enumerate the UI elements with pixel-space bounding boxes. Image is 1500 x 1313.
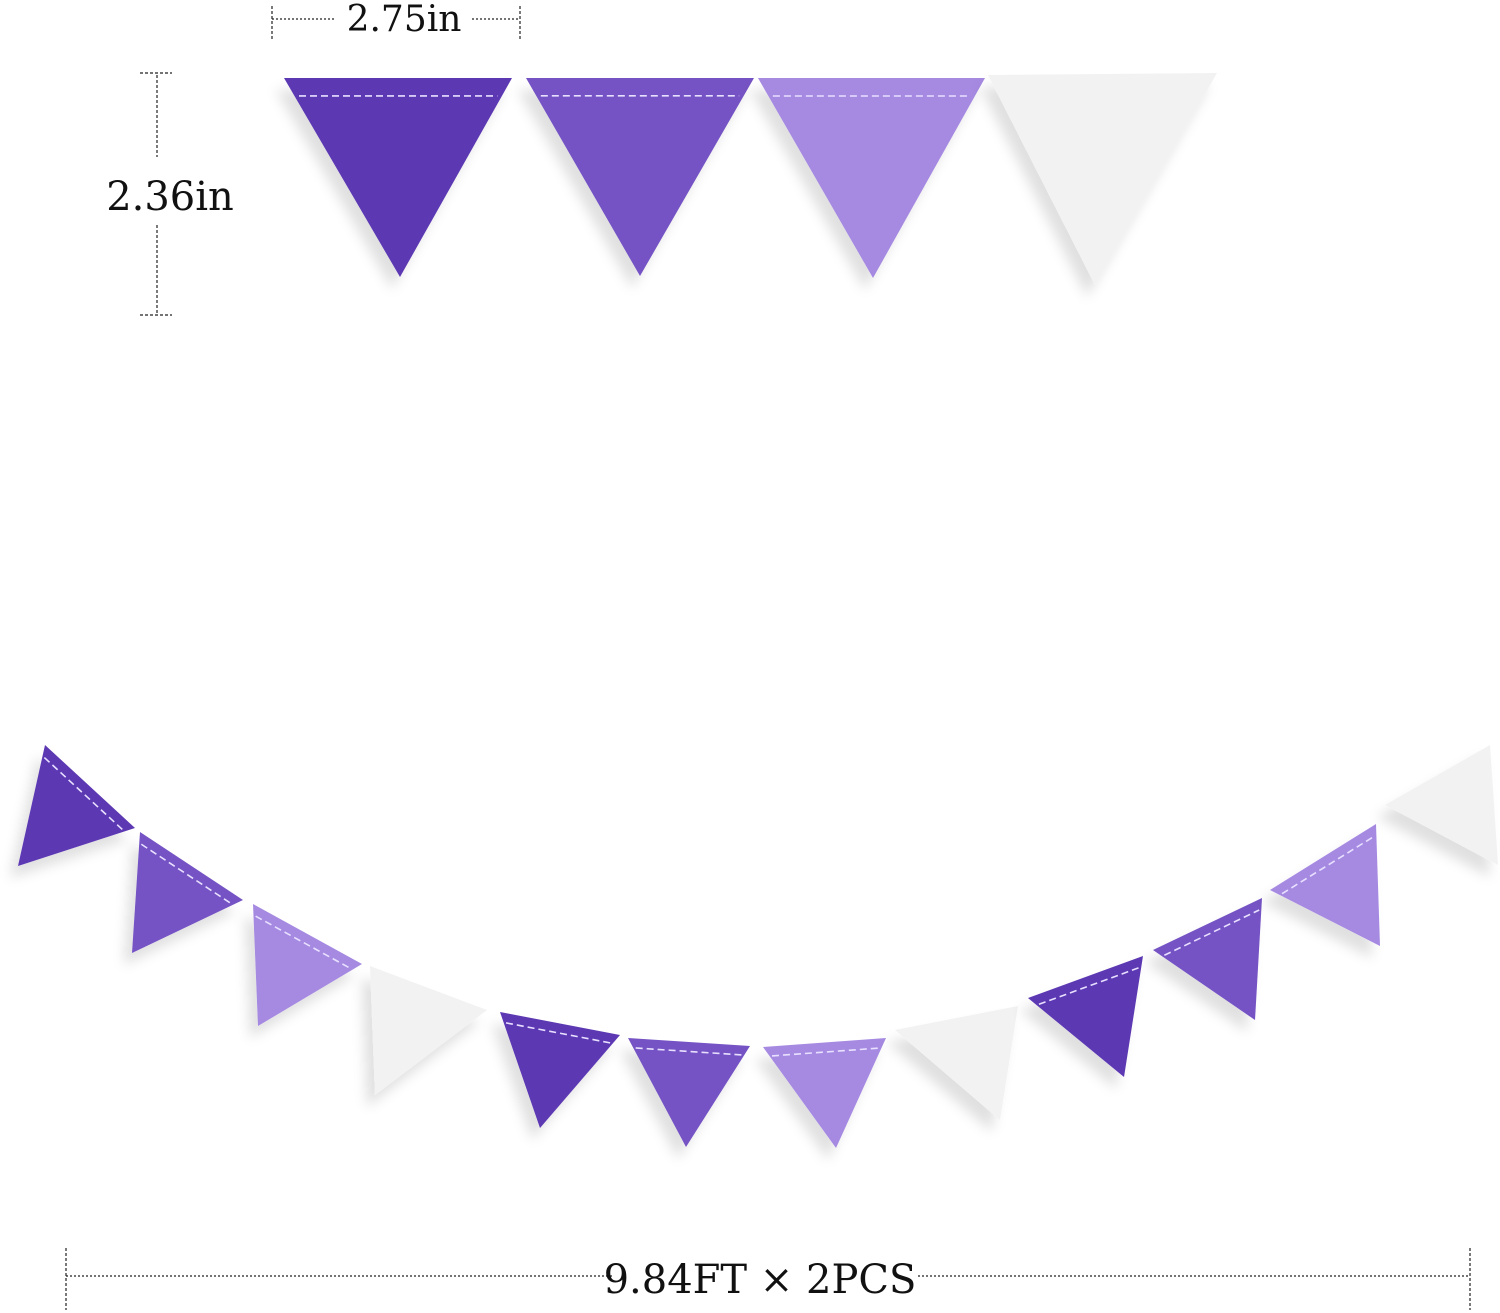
stitch-line [505, 1022, 611, 1044]
length-dimension [65, 1248, 1471, 1310]
garland-pennant-white-felt [895, 1006, 1018, 1120]
stitch-line [1281, 835, 1375, 895]
stitch-line [255, 915, 351, 970]
sample-pennants [284, 73, 1217, 285]
garland-pennant-dark-purple [18, 745, 135, 866]
garland-pennant-medium-purple [1153, 898, 1262, 1020]
garland-pennant-light-purple [253, 904, 362, 1026]
garland-pennant-white-felt [370, 966, 487, 1095]
stitch-line [1164, 909, 1260, 956]
garland-pennant-medium-purple [628, 1038, 750, 1147]
height-dimension [140, 72, 172, 316]
sample-pennant-dark-purple [284, 78, 512, 277]
stitch-line [43, 756, 124, 831]
stitch-line [771, 1047, 880, 1057]
garland-pennants [18, 745, 1498, 1148]
stitch-line [1038, 966, 1140, 1006]
garland-pennant-white-felt [1385, 745, 1498, 865]
width-label: 2.75in [347, 0, 462, 40]
sample-pennant-white-felt [988, 73, 1217, 285]
stitch-line [140, 843, 232, 905]
width-dimension [271, 6, 521, 40]
length-label: 9.84FT × 2PCS [604, 1257, 917, 1303]
garland-pennant-medium-purple [132, 832, 243, 953]
garland-pennant-dark-purple [1028, 956, 1143, 1077]
sample-pennant-medium-purple [526, 78, 754, 276]
sample-pennant-light-purple [758, 78, 985, 278]
garland-pennant-dark-purple [500, 1012, 620, 1128]
height-label: 2.36in [106, 174, 234, 220]
garland-pennant-light-purple [1270, 824, 1380, 946]
garland-pennant-light-purple [763, 1038, 886, 1148]
stitch-line [635, 1047, 742, 1056]
